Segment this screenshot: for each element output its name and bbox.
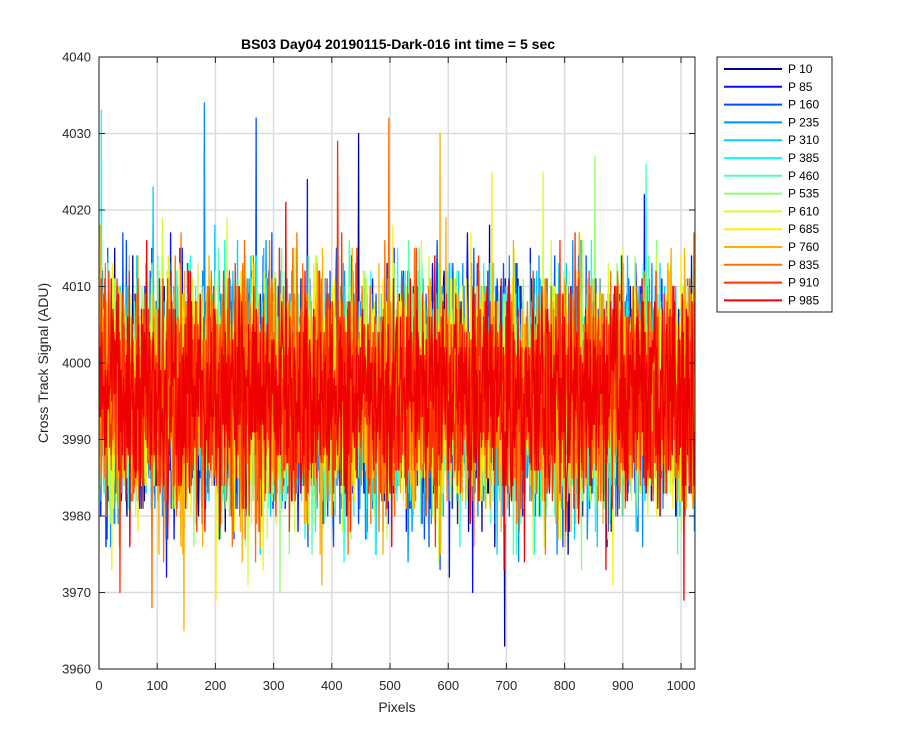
x-tick-label: 500: [379, 678, 401, 693]
legend-entry: P 835: [788, 258, 819, 272]
legend-entry: P 910: [788, 276, 819, 290]
legend-entry: P 685: [788, 222, 819, 236]
x-tick-label: 300: [263, 678, 285, 693]
y-tick-label: 4020: [62, 203, 91, 218]
legend-entry: P 610: [788, 204, 819, 218]
y-tick-label: 3980: [62, 509, 91, 524]
legend-entry: P 385: [788, 151, 819, 165]
y-tick-label: 3960: [62, 662, 91, 677]
legend-box: [716, 56, 833, 313]
series-group: [99, 102, 695, 647]
legend-entry: P 535: [788, 187, 819, 201]
y-axis-label: Cross Track Signal (ADU): [35, 283, 51, 443]
y-tick-label: 4000: [62, 356, 91, 371]
x-tick-label: 800: [554, 678, 576, 693]
series-line: [99, 201, 695, 601]
legend-entry: P 985: [788, 293, 819, 307]
legend-entry: P 310: [788, 133, 819, 147]
x-tick-label: 0: [95, 678, 102, 693]
legend: P 10 P 85 P 160 P 235 P 310 P 385 P 460 P 535 P …: [716, 56, 833, 313]
ticks: 0 100 200 300 400 500 600 700 800 900 1000 3960 3970…: [62, 50, 695, 694]
x-tick-label: 1000: [667, 678, 696, 693]
chart-title: BS03 Day04 20190115-Dark-016 int time = …: [241, 36, 555, 52]
x-tick-label: 200: [205, 678, 227, 693]
plot-area: 0 100 200 300 400 500 600 700 800 900 1000 3960 3970…: [62, 50, 696, 694]
legend-entry: P 85: [788, 80, 813, 94]
x-tick-label: 400: [321, 678, 343, 693]
x-tick-label: 100: [146, 678, 168, 693]
x-axis-label: Pixels: [378, 699, 415, 715]
y-tick-label: 3990: [62, 432, 91, 447]
legend-entry: P 10: [788, 62, 813, 76]
x-tick-label: 900: [612, 678, 634, 693]
legend-entry: P 160: [788, 98, 819, 112]
x-tick-label: 700: [496, 678, 518, 693]
y-tick-label: 4010: [62, 279, 91, 294]
legend-entry: P 460: [788, 169, 819, 183]
x-tick-label: 600: [437, 678, 459, 693]
y-tick-label: 3970: [62, 585, 91, 600]
legend-entry: P 760: [788, 240, 819, 254]
y-tick-label: 4040: [62, 50, 91, 65]
legend-entry: P 235: [788, 115, 819, 129]
y-tick-label: 4030: [62, 126, 91, 141]
